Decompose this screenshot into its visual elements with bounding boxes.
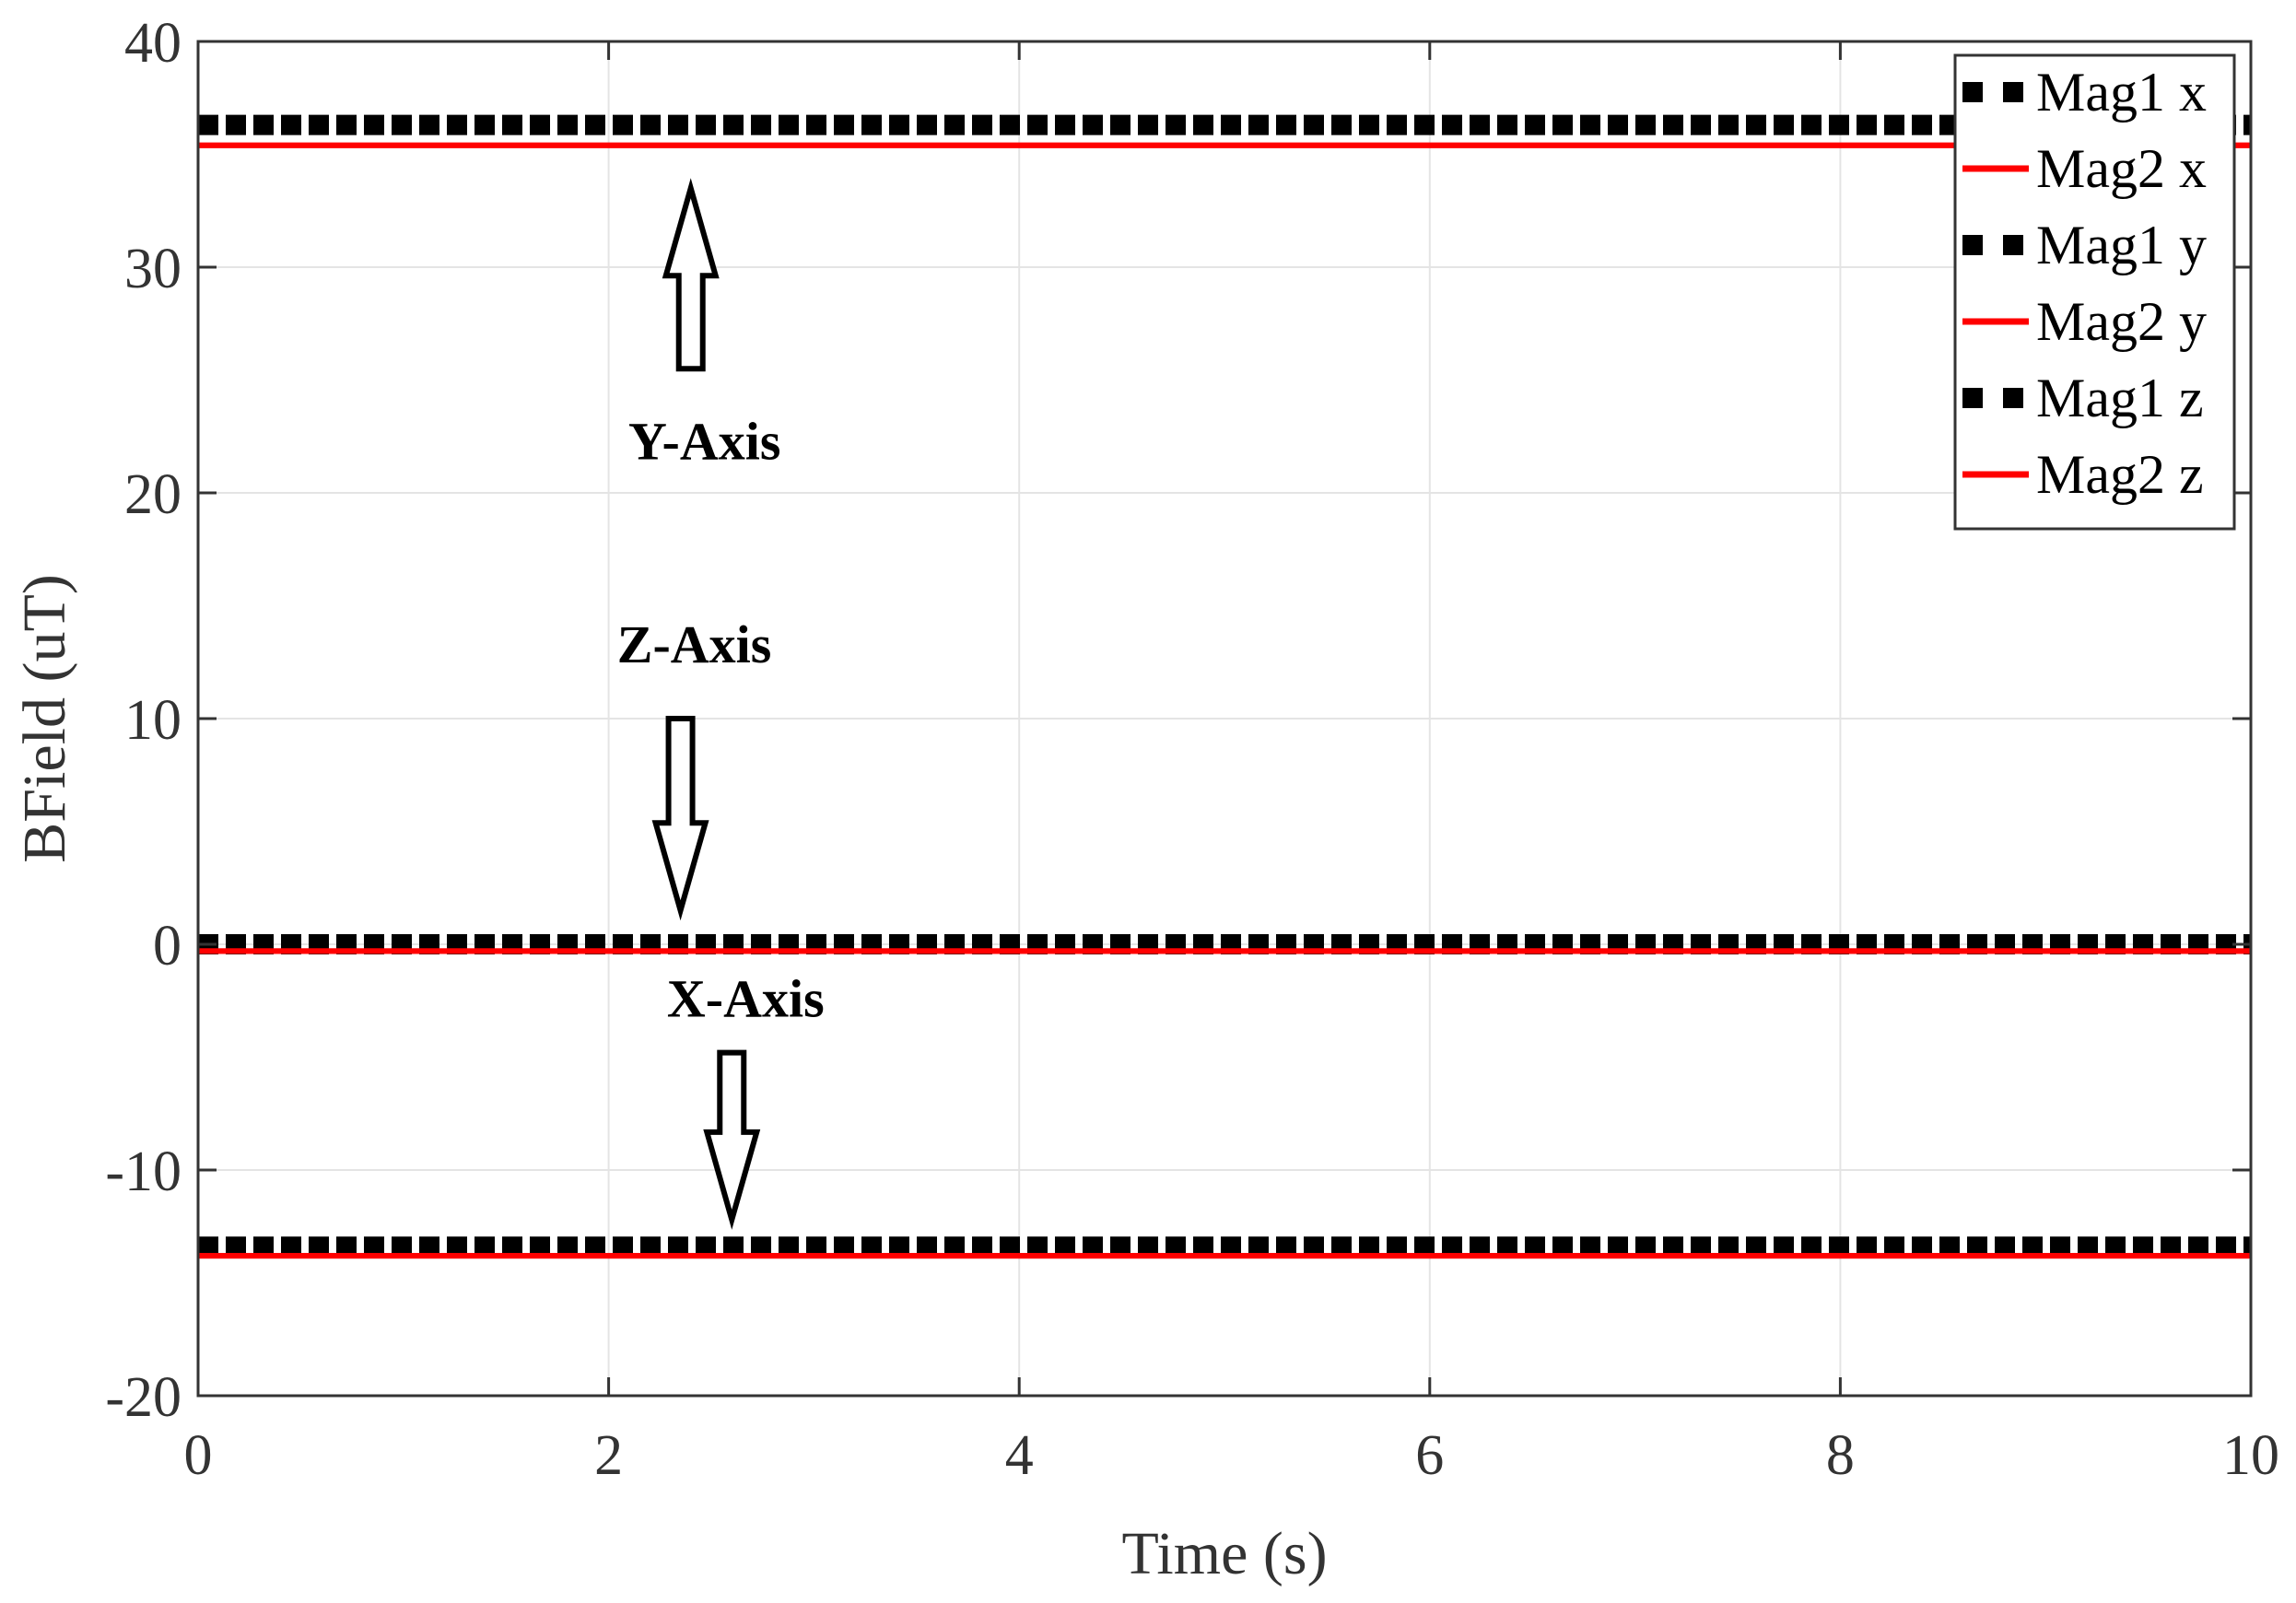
legend-label: Mag2 z — [2036, 444, 2204, 505]
legend-label: Mag1 x — [2036, 62, 2207, 123]
x-tick-label: 8 — [1826, 1424, 1855, 1487]
x-axisarrow-icon — [703, 1049, 761, 1230]
legend-label: Mag2 x — [2036, 138, 2207, 199]
x-tick-label: 4 — [1005, 1424, 1034, 1487]
y-tick-label: 40 — [124, 12, 182, 75]
y-tick-label: 10 — [124, 689, 182, 752]
x-tick-label: 2 — [594, 1424, 623, 1487]
legend-label: Mag2 y — [2036, 291, 2207, 352]
z-axislabel: Z-Axis — [617, 614, 772, 674]
annotations: Y-Axis Z-Axis X-Axis — [617, 178, 825, 1230]
x-tick-label: 6 — [1415, 1424, 1444, 1487]
legend-box — [1953, 53, 2236, 531]
y-axis-title: BField (uT) — [11, 574, 78, 862]
ticks: 0 2 4 6 8 10 40 30 20 10 0 -10 -20 — [105, 12, 2279, 1487]
y-axisarrow-icon — [662, 178, 720, 372]
legend: Mag1 x Mag2 x Mag1 y Mag2 y Mag1 z Mag2 z — [1953, 53, 2236, 531]
x-tick-label: 10 — [2222, 1424, 2279, 1487]
series — [198, 114, 2251, 1259]
x-axis-title: Time (s) — [1121, 1520, 1327, 1587]
z-axisarrow-icon — [651, 716, 709, 921]
legend-label: Mag1 z — [2036, 368, 2204, 428]
x-axislabel: X-Axis — [667, 968, 825, 1028]
x-tick-label: 0 — [184, 1424, 213, 1487]
legend-label: Mag1 y — [2036, 215, 2207, 275]
y-axislabel: Y-Axis — [628, 411, 780, 471]
y-tick-label: 30 — [124, 238, 182, 300]
y-tick-label: 0 — [153, 915, 182, 977]
y-tick-label: 20 — [124, 463, 182, 526]
y-tick-label: -20 — [105, 1366, 182, 1429]
y-tick-label: -10 — [105, 1141, 182, 1203]
